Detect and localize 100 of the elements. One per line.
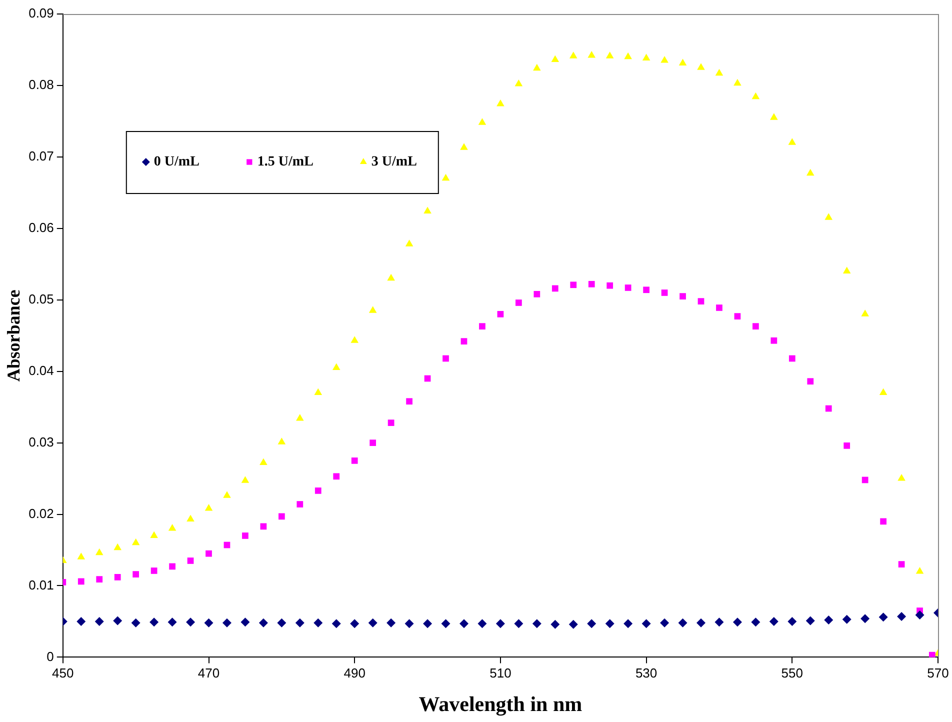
point	[187, 558, 194, 564]
legend-label: 0 U/mL	[154, 154, 200, 170]
point	[350, 336, 358, 343]
y-tick-label: 0.09	[28, 6, 54, 21]
point	[186, 618, 196, 627]
point	[150, 531, 158, 538]
point	[769, 616, 778, 626]
point	[532, 619, 542, 628]
point	[642, 54, 650, 61]
y-tick-label: 0.06	[28, 220, 54, 235]
y-tick-label: 0.04	[28, 362, 54, 378]
point	[351, 457, 358, 464]
y-tick-label: 0.03	[28, 434, 54, 450]
point	[715, 68, 724, 76]
point	[296, 414, 304, 421]
point	[295, 618, 304, 628]
point	[624, 619, 633, 628]
point	[278, 438, 286, 444]
point	[388, 420, 394, 426]
point	[114, 543, 122, 550]
point	[186, 514, 194, 522]
point	[770, 337, 778, 344]
point	[460, 143, 468, 150]
point	[258, 618, 268, 628]
point	[405, 240, 414, 246]
point	[423, 619, 432, 628]
point	[752, 92, 760, 100]
point	[928, 652, 936, 658]
point	[897, 612, 906, 621]
point	[222, 618, 232, 628]
point	[442, 355, 449, 362]
point	[752, 323, 759, 330]
point	[624, 284, 632, 291]
point	[78, 578, 84, 585]
point	[788, 616, 797, 626]
point	[406, 398, 412, 405]
point	[588, 50, 596, 58]
point	[204, 618, 214, 628]
point	[734, 78, 742, 86]
point	[77, 552, 86, 560]
point	[441, 619, 450, 628]
point	[478, 118, 486, 125]
x-tick-label: 530	[635, 666, 658, 681]
point	[206, 550, 212, 557]
point	[570, 282, 577, 288]
point	[680, 293, 686, 300]
point	[551, 55, 560, 62]
point	[131, 618, 140, 628]
point	[496, 100, 504, 106]
point	[642, 619, 651, 628]
point	[916, 566, 924, 574]
point	[915, 610, 924, 620]
y-tick-label: 0.07	[28, 148, 54, 164]
x-tick-label: 450	[52, 666, 74, 681]
point	[278, 513, 285, 520]
point	[514, 80, 523, 86]
point	[534, 290, 540, 298]
y-tick-label: 0.05	[28, 291, 54, 306]
x-tick-label: 470	[198, 666, 220, 681]
point	[732, 618, 742, 627]
point	[516, 300, 522, 306]
point	[296, 501, 304, 508]
point	[660, 56, 668, 63]
x-tick-label: 570	[927, 666, 949, 681]
point	[678, 58, 687, 66]
point	[76, 616, 86, 626]
x-axis-title: Wavelength in nm	[418, 692, 583, 716]
point	[643, 286, 650, 294]
point	[824, 616, 834, 625]
point	[825, 405, 832, 412]
point	[114, 574, 121, 580]
point	[788, 138, 796, 145]
point	[587, 619, 596, 628]
point	[898, 474, 906, 481]
point	[168, 524, 176, 531]
point	[588, 280, 595, 288]
point	[862, 476, 868, 484]
point	[387, 274, 395, 281]
point	[806, 616, 815, 626]
point	[860, 614, 870, 624]
legend-label: 1.5 U/mL	[257, 154, 314, 170]
point	[842, 614, 852, 624]
point	[770, 113, 778, 120]
point	[660, 618, 670, 628]
point	[533, 64, 541, 71]
point	[113, 616, 122, 626]
point	[314, 618, 323, 628]
point	[661, 290, 668, 296]
point	[132, 571, 140, 578]
point	[697, 63, 705, 70]
point	[96, 576, 103, 582]
point	[552, 285, 558, 292]
point	[459, 619, 468, 628]
y-tick-label: 0.01	[28, 577, 54, 592]
point	[404, 619, 414, 628]
point	[606, 52, 614, 58]
point	[478, 619, 487, 628]
point	[332, 363, 340, 370]
point	[879, 388, 888, 396]
point	[569, 52, 578, 58]
